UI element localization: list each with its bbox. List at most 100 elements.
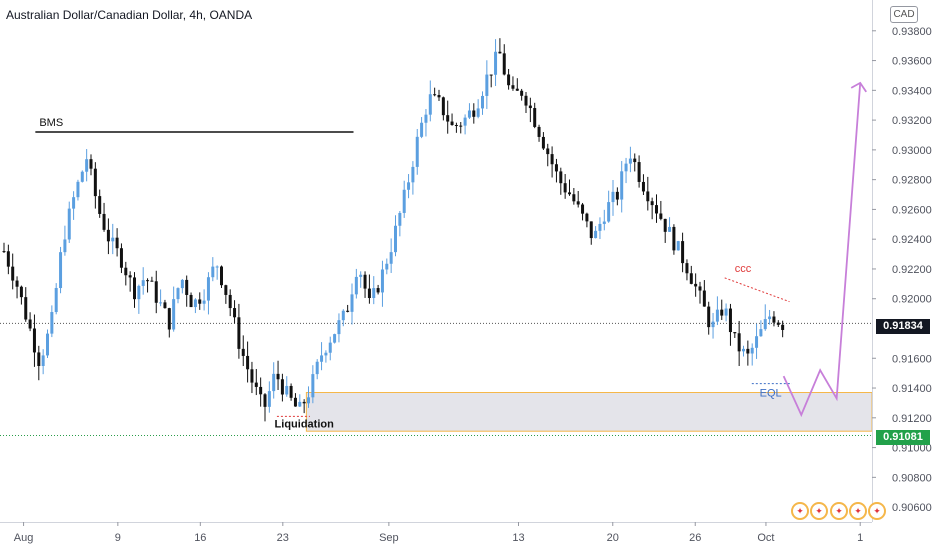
candle-body: [328, 342, 332, 353]
current-price-tag: 0.91834: [876, 319, 930, 334]
candle-body: [476, 108, 480, 117]
price-tick-label: 0.93800: [892, 26, 932, 38]
candle-body: [620, 171, 624, 200]
candle-body: [154, 281, 158, 303]
candle-body: [141, 280, 145, 286]
projection-arrowhead: [850, 81, 867, 93]
candle-body: [337, 320, 341, 335]
price-tick-label: 0.90600: [892, 502, 932, 514]
candle-body: [346, 310, 350, 312]
price-tick-label: 0.91200: [892, 413, 932, 425]
canada-flag-icon[interactable]: ✦: [810, 502, 828, 520]
candle-body: [554, 164, 558, 172]
projection-path: [782, 82, 862, 418]
candle-body: [128, 275, 132, 278]
candle-body: [720, 309, 724, 316]
candle-body: [772, 316, 776, 323]
canada-flag-icon[interactable]: ✦: [868, 502, 886, 520]
time-tick-label: 20: [607, 532, 619, 544]
candle-body: [533, 108, 537, 127]
candle-body: [111, 237, 115, 242]
candle-body: [672, 226, 676, 251]
candle-body: [546, 148, 550, 155]
candle-body: [272, 373, 276, 392]
candle-body: [250, 369, 254, 383]
candle-body: [106, 229, 110, 242]
time-tick-label: Aug: [14, 532, 34, 544]
candle-body: [298, 401, 302, 407]
candle-body: [750, 347, 754, 354]
demand-zone: [305, 392, 873, 432]
candle-body: [359, 274, 363, 277]
candle-body: [768, 316, 772, 320]
candle-body: [302, 401, 306, 404]
candle-body: [689, 273, 693, 284]
time-tick-label: Oct: [757, 532, 774, 544]
candle-body: [6, 251, 10, 267]
candle-body: [163, 302, 167, 309]
candle-body: [2, 251, 6, 253]
candle-body: [198, 299, 202, 304]
candle-body: [650, 201, 654, 206]
time-tick-label: 23: [277, 532, 289, 544]
candle-body: [241, 348, 245, 356]
candle-body: [424, 114, 428, 123]
chart-title: Australian Dollar/Canadian Dollar, 4h, O…: [6, 8, 253, 22]
candle-body: [176, 288, 180, 300]
canada-flag-icon[interactable]: ✦: [830, 502, 848, 520]
candle-body: [585, 213, 589, 222]
candle-body: [698, 286, 702, 291]
candle-body: [781, 324, 785, 330]
price-tick-label: 0.92600: [892, 204, 932, 216]
candle-body: [50, 312, 54, 334]
candle-body: [363, 274, 367, 289]
time-axis: Aug 9 16 23 Sep 13 20 26 Oct 1: [0, 522, 872, 544]
event-flags-group-1[interactable]: ✦ ✦: [791, 502, 828, 520]
price-grid: [0, 322, 872, 437]
candle-body: [563, 183, 567, 193]
candle-body: [607, 202, 611, 222]
demand-zone-layer: [305, 392, 873, 432]
canada-flag-icon[interactable]: ✦: [849, 502, 867, 520]
price-tick-label: 0.92800: [892, 175, 932, 187]
annotations-layer: BMS Liquidation ccc EQL: [35, 81, 867, 430]
liquidation-label: Liquidation: [275, 418, 335, 430]
candle-body: [428, 94, 432, 115]
candle-body: [80, 171, 84, 182]
canada-flag-icon[interactable]: ✦: [791, 502, 809, 520]
price-tick-label: 0.93400: [892, 85, 932, 97]
candle-body: [568, 192, 571, 195]
candle-body: [446, 115, 450, 122]
candle-body: [676, 241, 680, 251]
candle-body: [289, 385, 293, 398]
candle-body: [372, 288, 376, 299]
candle-body: [59, 252, 63, 289]
candle-body: [441, 97, 445, 116]
candle-body: [407, 182, 411, 190]
candle-body: [576, 201, 580, 205]
candle-body: [489, 74, 493, 76]
candle-body: [681, 241, 685, 264]
candle-body: [711, 321, 715, 328]
candle-body: [572, 194, 576, 202]
candle-body: [85, 159, 89, 172]
candle-body: [376, 288, 380, 293]
candle-body: [502, 53, 506, 75]
eql-label: EQL: [760, 388, 782, 400]
candle-body: [389, 252, 393, 264]
candle-body: [15, 280, 19, 287]
candle-body: [520, 90, 524, 96]
bms-label: BMS: [39, 117, 63, 129]
event-flags-group-2[interactable]: ✦ ✦ ✦: [830, 502, 886, 520]
candle-body: [733, 332, 737, 334]
candle-body: [350, 294, 354, 312]
candle-body: [602, 221, 606, 224]
candle-body: [233, 308, 237, 318]
candle-body: [19, 286, 23, 298]
currency-badge[interactable]: CAD: [890, 6, 918, 23]
price-tick-label: 0.92400: [892, 234, 932, 246]
candle-body: [311, 374, 315, 398]
ccc-trendline: [724, 277, 790, 303]
candle-body: [315, 361, 319, 375]
